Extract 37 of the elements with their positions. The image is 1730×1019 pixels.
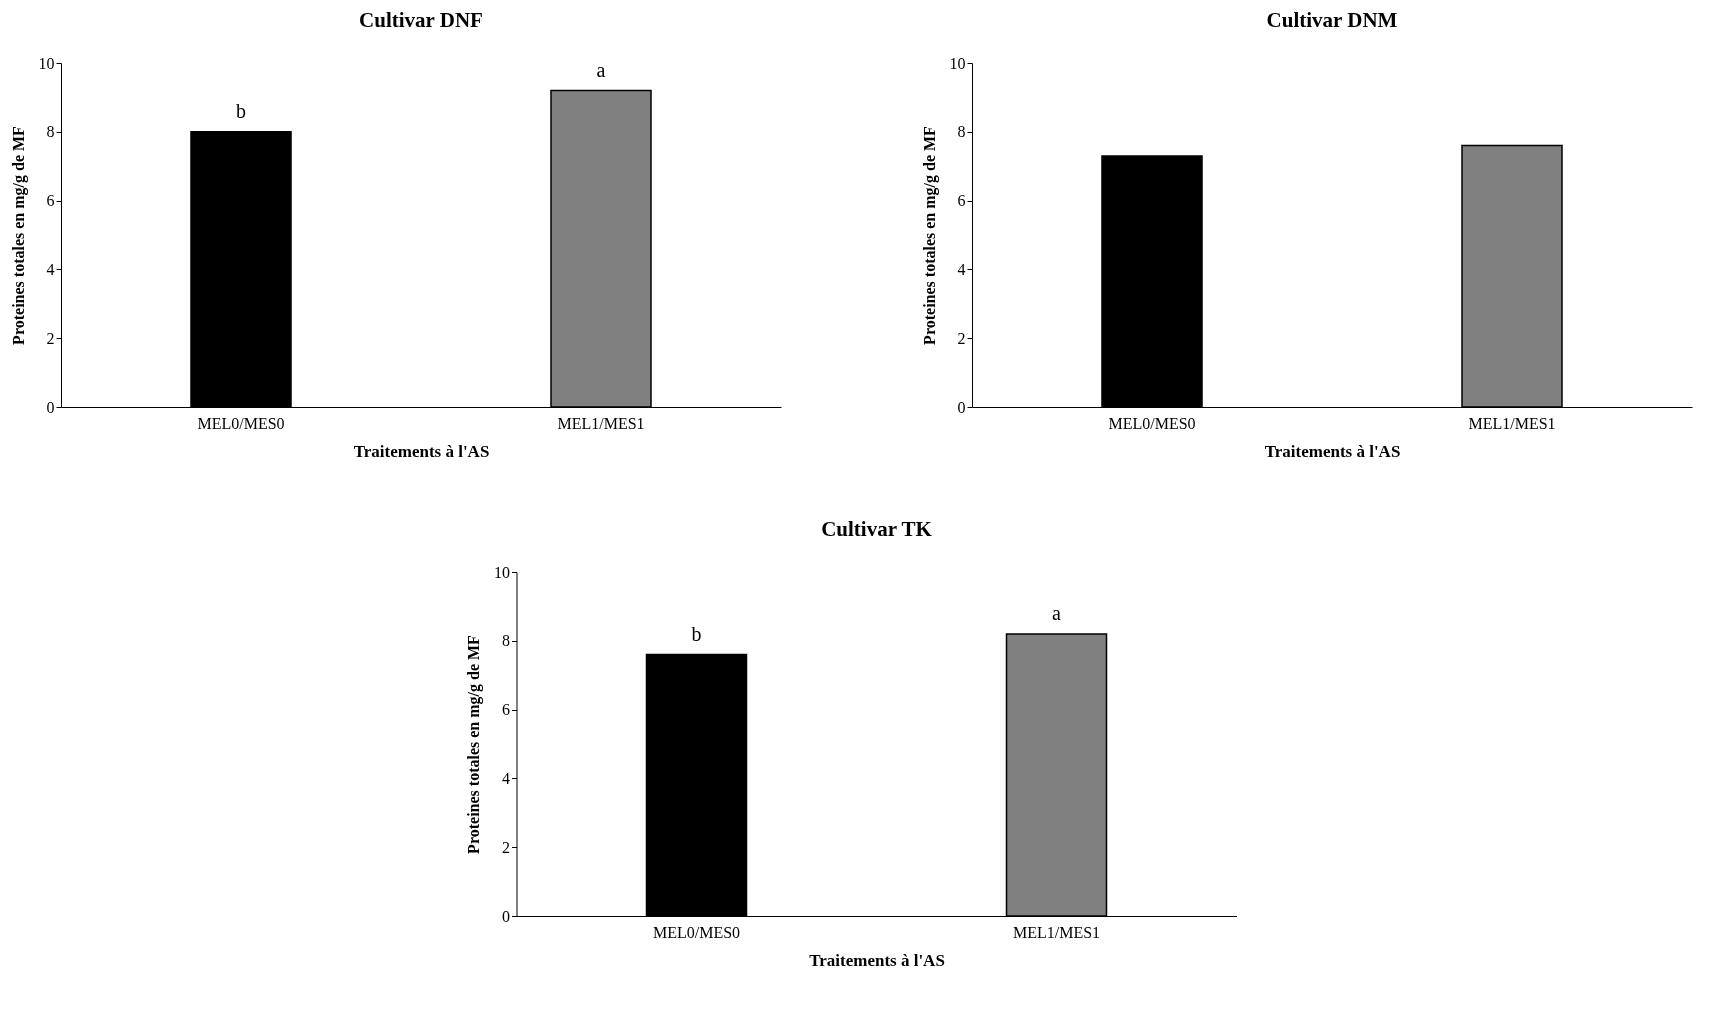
x-axis-title: Traitements à l'AS — [353, 441, 490, 461]
y-axis-title: Proteines totales en mg/g de MF — [465, 634, 483, 854]
x-axis-title: Traitements à l'AS — [1264, 441, 1401, 461]
y-tick-label: 8 — [957, 123, 966, 141]
y-tick-label: 0 — [957, 398, 966, 416]
y-axis-title: Proteines totales en mg/g de MF — [9, 125, 28, 345]
x-axis-title: Traitements à l'AS — [809, 950, 945, 970]
x-tick-label: MEL1/MES1 — [1468, 414, 1556, 432]
x-tick-label: MEL0/MES0 — [652, 923, 741, 941]
annotation: a — [1052, 601, 1062, 624]
chart-title: Cultivar DNM — [1266, 8, 1398, 32]
x-tick-label: MEL0/MES0 — [1108, 414, 1196, 432]
x-tick-label: MEL0/MES0 — [197, 414, 285, 432]
annotation: a — [596, 58, 606, 81]
y-tick-label: 4 — [502, 769, 510, 787]
x-tick-label: MEL1/MES1 — [557, 414, 645, 432]
y-tick-label: 2 — [502, 838, 510, 856]
y-tick-label: 8 — [46, 123, 55, 141]
y-tick-label: 0 — [502, 907, 510, 925]
y-tick-label: 10 — [38, 54, 55, 72]
y-tick-label: 4 — [957, 260, 966, 278]
y-axis-title: Proteines totales en mg/g de MF — [920, 125, 939, 345]
y-tick-label: 4 — [46, 260, 55, 278]
x-tick-label: MEL1/MES1 — [1012, 923, 1101, 941]
y-tick-label: 6 — [957, 192, 966, 210]
y-tick-label: 2 — [46, 329, 55, 347]
chart-title: Cultivar TK — [821, 517, 933, 541]
annotation: b — [236, 99, 246, 122]
y-tick-label: 10 — [949, 54, 966, 72]
chart-title: Cultivar DNF — [359, 8, 483, 32]
y-tick-label: 6 — [502, 701, 510, 719]
y-tick-label: 0 — [46, 398, 55, 416]
y-tick-label: 2 — [957, 329, 966, 347]
y-tick-label: 6 — [46, 192, 55, 210]
y-tick-label: 10 — [494, 563, 510, 581]
y-tick-label: 8 — [502, 632, 510, 650]
annotation: b — [691, 622, 702, 645]
